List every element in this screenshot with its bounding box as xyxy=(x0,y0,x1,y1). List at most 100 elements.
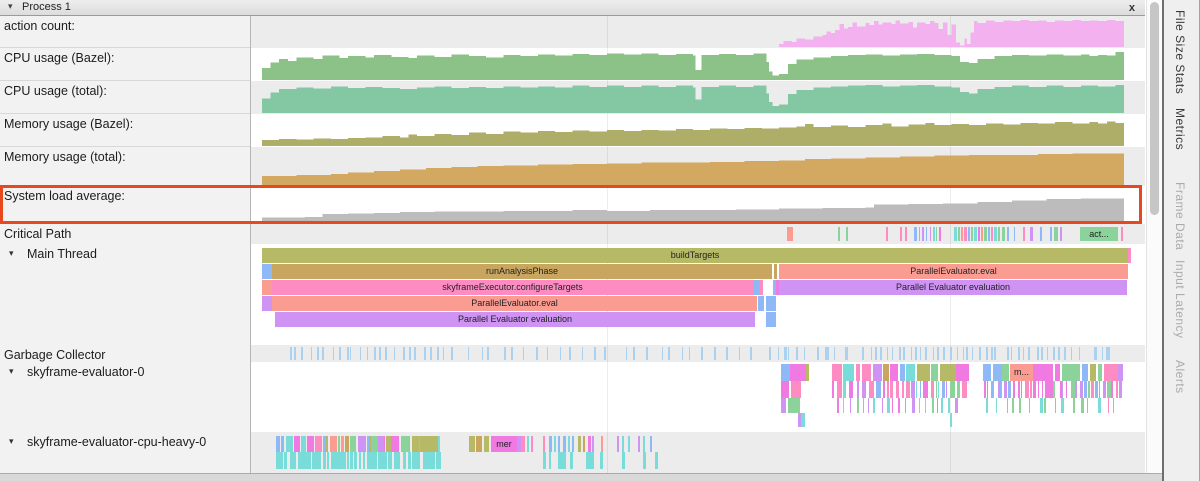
track-chart-action-count[interactable] xyxy=(251,16,1145,48)
trace-slice[interactable] xyxy=(914,227,917,241)
trace-slice[interactable] xyxy=(930,227,931,241)
trace-slice[interactable] xyxy=(922,227,924,241)
trace-slice[interactable] xyxy=(289,347,292,360)
trace-slice[interactable] xyxy=(832,364,843,381)
trace-slice[interactable] xyxy=(801,413,805,427)
trace-slice[interactable] xyxy=(911,347,913,360)
trace-slice[interactable] xyxy=(911,381,915,398)
trace-slice[interactable] xyxy=(317,347,319,360)
trace-slice[interactable] xyxy=(1082,364,1088,381)
trace-slice[interactable] xyxy=(276,452,283,469)
trace-slice[interactable] xyxy=(966,347,968,360)
trace-slice[interactable] xyxy=(1098,381,1100,398)
trace-slice[interactable] xyxy=(787,347,790,360)
trace-slice[interactable] xyxy=(957,347,959,360)
trace-slice[interactable] xyxy=(981,227,983,241)
trace-slice[interactable] xyxy=(1094,381,1098,398)
slice-parallelevaluator-eval[interactable]: ParallelEvaluator.eval xyxy=(779,264,1128,279)
trace-slice[interactable] xyxy=(899,364,906,381)
trace-slice[interactable] xyxy=(1115,381,1118,398)
trace-slice[interactable] xyxy=(276,436,281,452)
trace-slice[interactable] xyxy=(933,227,935,241)
trace-slice[interactable] xyxy=(931,364,939,381)
trace-slice[interactable] xyxy=(938,381,940,398)
trace-slice[interactable] xyxy=(393,347,395,360)
trace-slice[interactable] xyxy=(759,280,763,295)
trace-slice[interactable] xyxy=(916,364,931,381)
trace-slice[interactable] xyxy=(987,381,989,398)
trace-slice[interactable] xyxy=(484,436,489,452)
trace-slice[interactable] xyxy=(536,347,538,360)
trace-slice[interactable] xyxy=(306,436,315,452)
trace-slice[interactable] xyxy=(931,381,934,398)
trace-slice[interactable] xyxy=(1041,381,1043,398)
trace-slice[interactable] xyxy=(1013,381,1016,398)
trace-slice[interactable] xyxy=(366,436,369,452)
trace-slice[interactable] xyxy=(919,347,922,360)
trace-slice[interactable] xyxy=(301,436,307,452)
trace-slice[interactable] xyxy=(935,381,938,398)
trace-slice[interactable] xyxy=(628,436,630,452)
trace-slice[interactable] xyxy=(869,381,875,398)
trace-slice[interactable] xyxy=(379,347,381,360)
trace-slice[interactable] xyxy=(950,347,952,360)
trace-slice[interactable] xyxy=(879,347,882,360)
trace-slice[interactable] xyxy=(300,452,304,469)
trace-slice[interactable] xyxy=(850,398,852,413)
trace-slice[interactable] xyxy=(400,436,409,452)
trace-slice[interactable] xyxy=(1095,347,1097,360)
trace-slice[interactable] xyxy=(994,347,997,360)
trace-slice[interactable] xyxy=(798,413,801,427)
trace-slice[interactable] xyxy=(543,436,545,452)
trace-slice[interactable] xyxy=(1079,381,1083,398)
trace-slice[interactable] xyxy=(681,347,684,360)
trace-slice[interactable] xyxy=(1119,381,1123,398)
trace-slice[interactable] xyxy=(1060,227,1062,241)
trace-slice[interactable] xyxy=(350,347,352,360)
trace-slice[interactable] xyxy=(451,347,453,360)
trace-slice[interactable] xyxy=(362,452,366,469)
trace-slice[interactable] xyxy=(842,381,847,398)
trace-slice[interactable] xyxy=(1030,381,1032,398)
trace-slice[interactable] xyxy=(870,347,873,360)
trace-slice[interactable] xyxy=(1070,347,1073,360)
trace-slice[interactable] xyxy=(979,347,982,360)
trace-slice[interactable] xyxy=(1028,398,1030,413)
trace-slice[interactable] xyxy=(791,381,801,398)
trace-slice[interactable] xyxy=(796,347,799,360)
trace-slice[interactable] xyxy=(1087,381,1091,398)
trace-slice[interactable] xyxy=(947,398,950,413)
trace-slice[interactable] xyxy=(781,398,786,413)
trace-slice[interactable] xyxy=(322,436,326,452)
trace-slice[interactable] xyxy=(1107,398,1109,413)
trace-slice[interactable] xyxy=(554,436,556,452)
trace-slice[interactable] xyxy=(968,227,970,241)
track-chart-garbage-collector[interactable] xyxy=(251,345,1145,362)
trace-slice[interactable] xyxy=(887,398,891,413)
trace-slice[interactable] xyxy=(912,398,915,413)
trace-slice[interactable] xyxy=(476,436,482,452)
trace-slice[interactable] xyxy=(592,436,594,452)
trace-slice[interactable] xyxy=(1006,398,1009,413)
trace-slice[interactable] xyxy=(408,452,412,469)
trace-slice[interactable] xyxy=(816,347,819,360)
trace-slice[interactable] xyxy=(766,312,776,327)
trace-slice[interactable] xyxy=(1054,398,1056,413)
trace-slice[interactable] xyxy=(467,347,470,360)
trace-slice[interactable] xyxy=(280,436,285,452)
trace-slice[interactable] xyxy=(857,398,859,413)
process-header[interactable]: ▾ Process 1 x xyxy=(0,0,1145,16)
trace-slice[interactable] xyxy=(872,364,882,381)
trace-slice[interactable] xyxy=(394,452,401,469)
track-chart-mem-bazel[interactable] xyxy=(251,114,1145,147)
trace-slice[interactable] xyxy=(481,347,484,360)
trace-slice[interactable] xyxy=(919,381,922,398)
collapse-triangle-icon[interactable]: ▾ xyxy=(9,248,14,258)
trace-slice[interactable] xyxy=(1090,381,1094,398)
trace-slice[interactable] xyxy=(371,452,377,469)
trace-slice[interactable] xyxy=(568,347,571,360)
slice-runanalysisphase[interactable]: runAnalysisPhase xyxy=(272,264,772,279)
trace-slice[interactable] xyxy=(667,347,670,360)
trace-slice[interactable] xyxy=(1062,381,1064,398)
trace-slice[interactable] xyxy=(916,381,918,398)
